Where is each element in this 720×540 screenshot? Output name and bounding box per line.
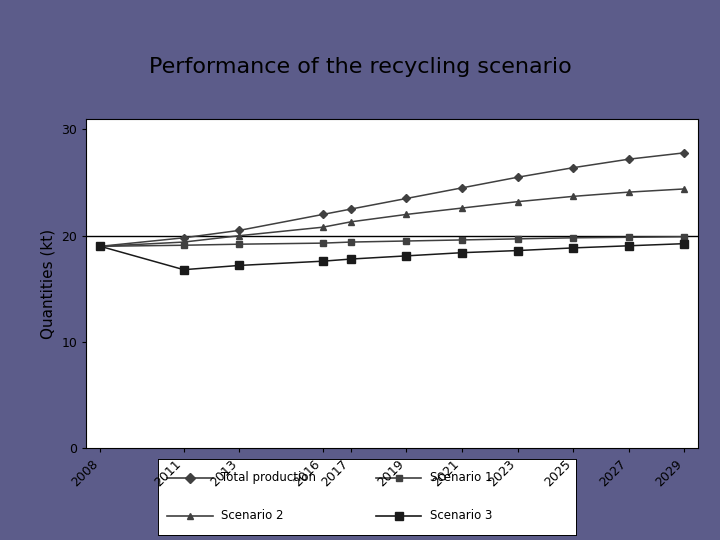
Text: Performance of the recycling scenario: Performance of the recycling scenario: [148, 57, 572, 77]
Text: Scenario 2: Scenario 2: [221, 509, 284, 522]
Text: Scenario 3: Scenario 3: [430, 509, 492, 522]
Text: Scenario 1: Scenario 1: [430, 471, 492, 484]
Y-axis label: Quantities (kt): Quantities (kt): [41, 228, 56, 339]
Text: Total production: Total production: [221, 471, 316, 484]
